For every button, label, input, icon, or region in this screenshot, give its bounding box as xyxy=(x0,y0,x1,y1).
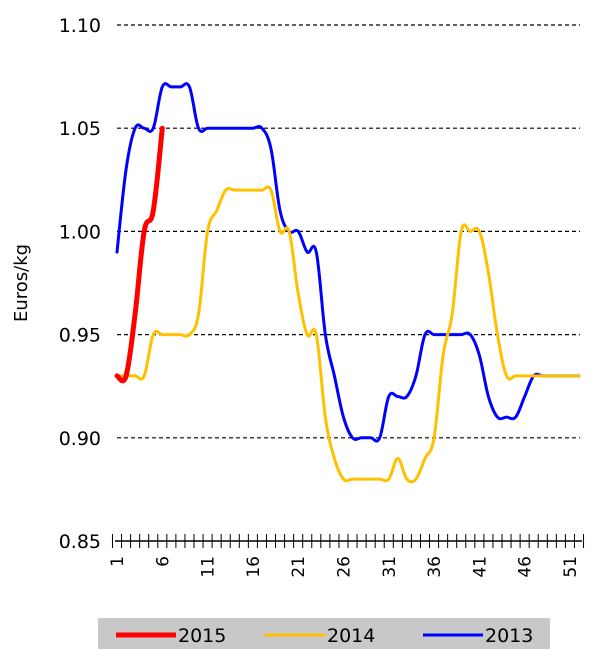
series-line-2014 xyxy=(115,185,581,484)
y-axis-label: Euros/kg xyxy=(11,244,32,322)
series-line-2015 xyxy=(114,125,165,384)
x-tick-label: 36 xyxy=(425,556,445,578)
legend-label: 2014 xyxy=(327,625,375,647)
x-tick-label: 21 xyxy=(289,556,309,578)
legend: 2015 2014 2013 xyxy=(98,618,550,649)
gridlines xyxy=(117,24,580,439)
legend-label: 2015 xyxy=(178,625,226,647)
y-tick-label: 0.90 xyxy=(59,428,101,450)
legend-items: 2015 2014 2013 xyxy=(116,625,533,647)
x-tick-label: 16 xyxy=(244,556,264,578)
x-tick-label: 31 xyxy=(380,556,400,578)
x-tick-label: 46 xyxy=(516,556,536,578)
x-tick-label: 11 xyxy=(199,556,219,578)
x-tick-label: 26 xyxy=(334,556,354,578)
y-tick-label: 1.00 xyxy=(59,221,101,243)
y-tick-label: 0.95 xyxy=(59,325,101,347)
x-tick-label: 1 xyxy=(108,556,128,567)
series-line-2013 xyxy=(115,82,581,443)
x-tick-label: 6 xyxy=(153,556,173,567)
y-tick-label: 0.85 xyxy=(59,531,101,553)
x-tick-label: 51 xyxy=(561,556,581,578)
x-tick-labels: 1 6 11 16 21 26 31 36 41 46 51 xyxy=(108,556,581,578)
y-tick-label: 1.05 xyxy=(59,118,101,140)
y-tick-label: 1.10 xyxy=(59,15,101,37)
y-tick-labels: 0.85 0.90 0.95 1.00 1.05 1.10 xyxy=(59,15,101,553)
x-tick-label: 41 xyxy=(470,556,490,578)
axes xyxy=(111,534,585,548)
series-lines xyxy=(114,82,581,484)
legend-label: 2013 xyxy=(485,625,533,647)
